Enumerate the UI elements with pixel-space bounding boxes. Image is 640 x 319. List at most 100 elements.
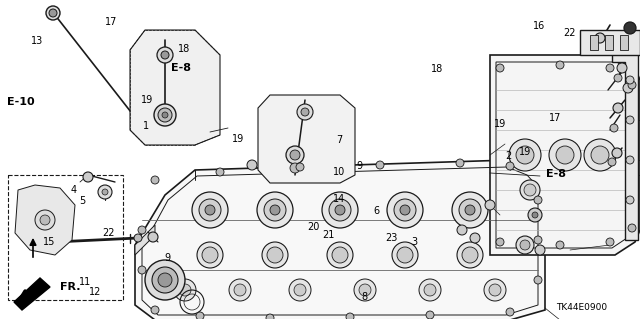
Circle shape (197, 242, 223, 268)
Text: 4: 4 (70, 185, 77, 195)
Circle shape (534, 236, 542, 244)
Polygon shape (14, 278, 50, 310)
Text: 13: 13 (31, 36, 44, 47)
Circle shape (247, 160, 257, 170)
Circle shape (46, 6, 60, 20)
Polygon shape (258, 95, 355, 183)
Circle shape (294, 284, 306, 296)
Circle shape (520, 180, 540, 200)
Circle shape (549, 139, 581, 171)
Circle shape (626, 196, 634, 204)
Circle shape (489, 284, 501, 296)
Circle shape (270, 205, 280, 215)
Text: 17: 17 (104, 17, 117, 27)
Text: 22: 22 (563, 27, 576, 38)
Circle shape (528, 208, 542, 222)
Circle shape (332, 247, 348, 263)
Text: 10: 10 (333, 167, 346, 177)
Circle shape (158, 108, 172, 122)
Circle shape (606, 64, 614, 72)
Text: TK44E0900: TK44E0900 (556, 303, 607, 312)
Circle shape (392, 242, 418, 268)
Text: 5: 5 (79, 196, 85, 206)
Circle shape (138, 226, 146, 234)
Circle shape (613, 103, 623, 113)
Circle shape (102, 189, 108, 195)
Circle shape (457, 225, 467, 235)
Text: 8: 8 (362, 292, 368, 302)
Circle shape (556, 146, 574, 164)
Circle shape (387, 192, 423, 228)
Circle shape (290, 163, 300, 173)
Circle shape (322, 192, 358, 228)
Circle shape (626, 156, 634, 164)
Circle shape (400, 205, 410, 215)
Circle shape (216, 168, 224, 176)
Circle shape (266, 314, 274, 319)
Circle shape (496, 64, 504, 72)
Circle shape (161, 51, 169, 59)
Circle shape (134, 234, 142, 242)
Circle shape (301, 108, 309, 116)
Circle shape (202, 247, 218, 263)
Circle shape (397, 247, 413, 263)
Circle shape (610, 124, 618, 132)
Bar (8, 175, 123, 300)
Bar (620, 35, 628, 50)
Circle shape (257, 192, 293, 228)
Circle shape (534, 276, 542, 284)
Circle shape (606, 238, 614, 246)
Text: 18: 18 (431, 63, 444, 74)
Circle shape (516, 146, 534, 164)
Circle shape (162, 112, 168, 118)
Circle shape (138, 266, 146, 274)
Text: FR.: FR. (60, 282, 81, 292)
Text: 23: 23 (385, 233, 398, 243)
Text: 3: 3 (412, 237, 418, 248)
Circle shape (296, 163, 304, 171)
Polygon shape (580, 30, 640, 55)
Bar (605, 35, 613, 50)
Text: 16: 16 (533, 20, 546, 31)
Circle shape (49, 9, 57, 17)
Circle shape (456, 159, 464, 167)
Text: 22: 22 (102, 228, 115, 238)
Circle shape (532, 212, 538, 218)
Circle shape (424, 284, 436, 296)
Circle shape (199, 199, 221, 221)
Circle shape (556, 61, 564, 69)
Circle shape (516, 236, 534, 254)
Polygon shape (135, 160, 545, 319)
Circle shape (426, 311, 434, 319)
Circle shape (327, 242, 353, 268)
Circle shape (509, 139, 541, 171)
Circle shape (419, 279, 441, 301)
Circle shape (354, 279, 376, 301)
Circle shape (179, 284, 191, 296)
Circle shape (35, 210, 55, 230)
Circle shape (459, 199, 481, 221)
Circle shape (290, 150, 300, 160)
Circle shape (174, 279, 196, 301)
Circle shape (614, 74, 622, 82)
Text: 15: 15 (43, 237, 56, 248)
Circle shape (452, 192, 488, 228)
Text: E-8: E-8 (171, 63, 191, 73)
Text: 6: 6 (373, 205, 380, 216)
Circle shape (151, 176, 159, 184)
Circle shape (267, 247, 283, 263)
Circle shape (346, 313, 354, 319)
Circle shape (98, 185, 112, 199)
Text: 9: 9 (356, 161, 363, 171)
Circle shape (591, 146, 609, 164)
Text: 20: 20 (307, 222, 320, 232)
Circle shape (457, 242, 483, 268)
Circle shape (148, 232, 158, 242)
Text: 19: 19 (518, 146, 531, 157)
Circle shape (157, 47, 173, 63)
Circle shape (152, 267, 178, 293)
Circle shape (154, 104, 176, 126)
Text: 1: 1 (143, 121, 149, 131)
Circle shape (624, 22, 636, 34)
Circle shape (617, 63, 627, 73)
